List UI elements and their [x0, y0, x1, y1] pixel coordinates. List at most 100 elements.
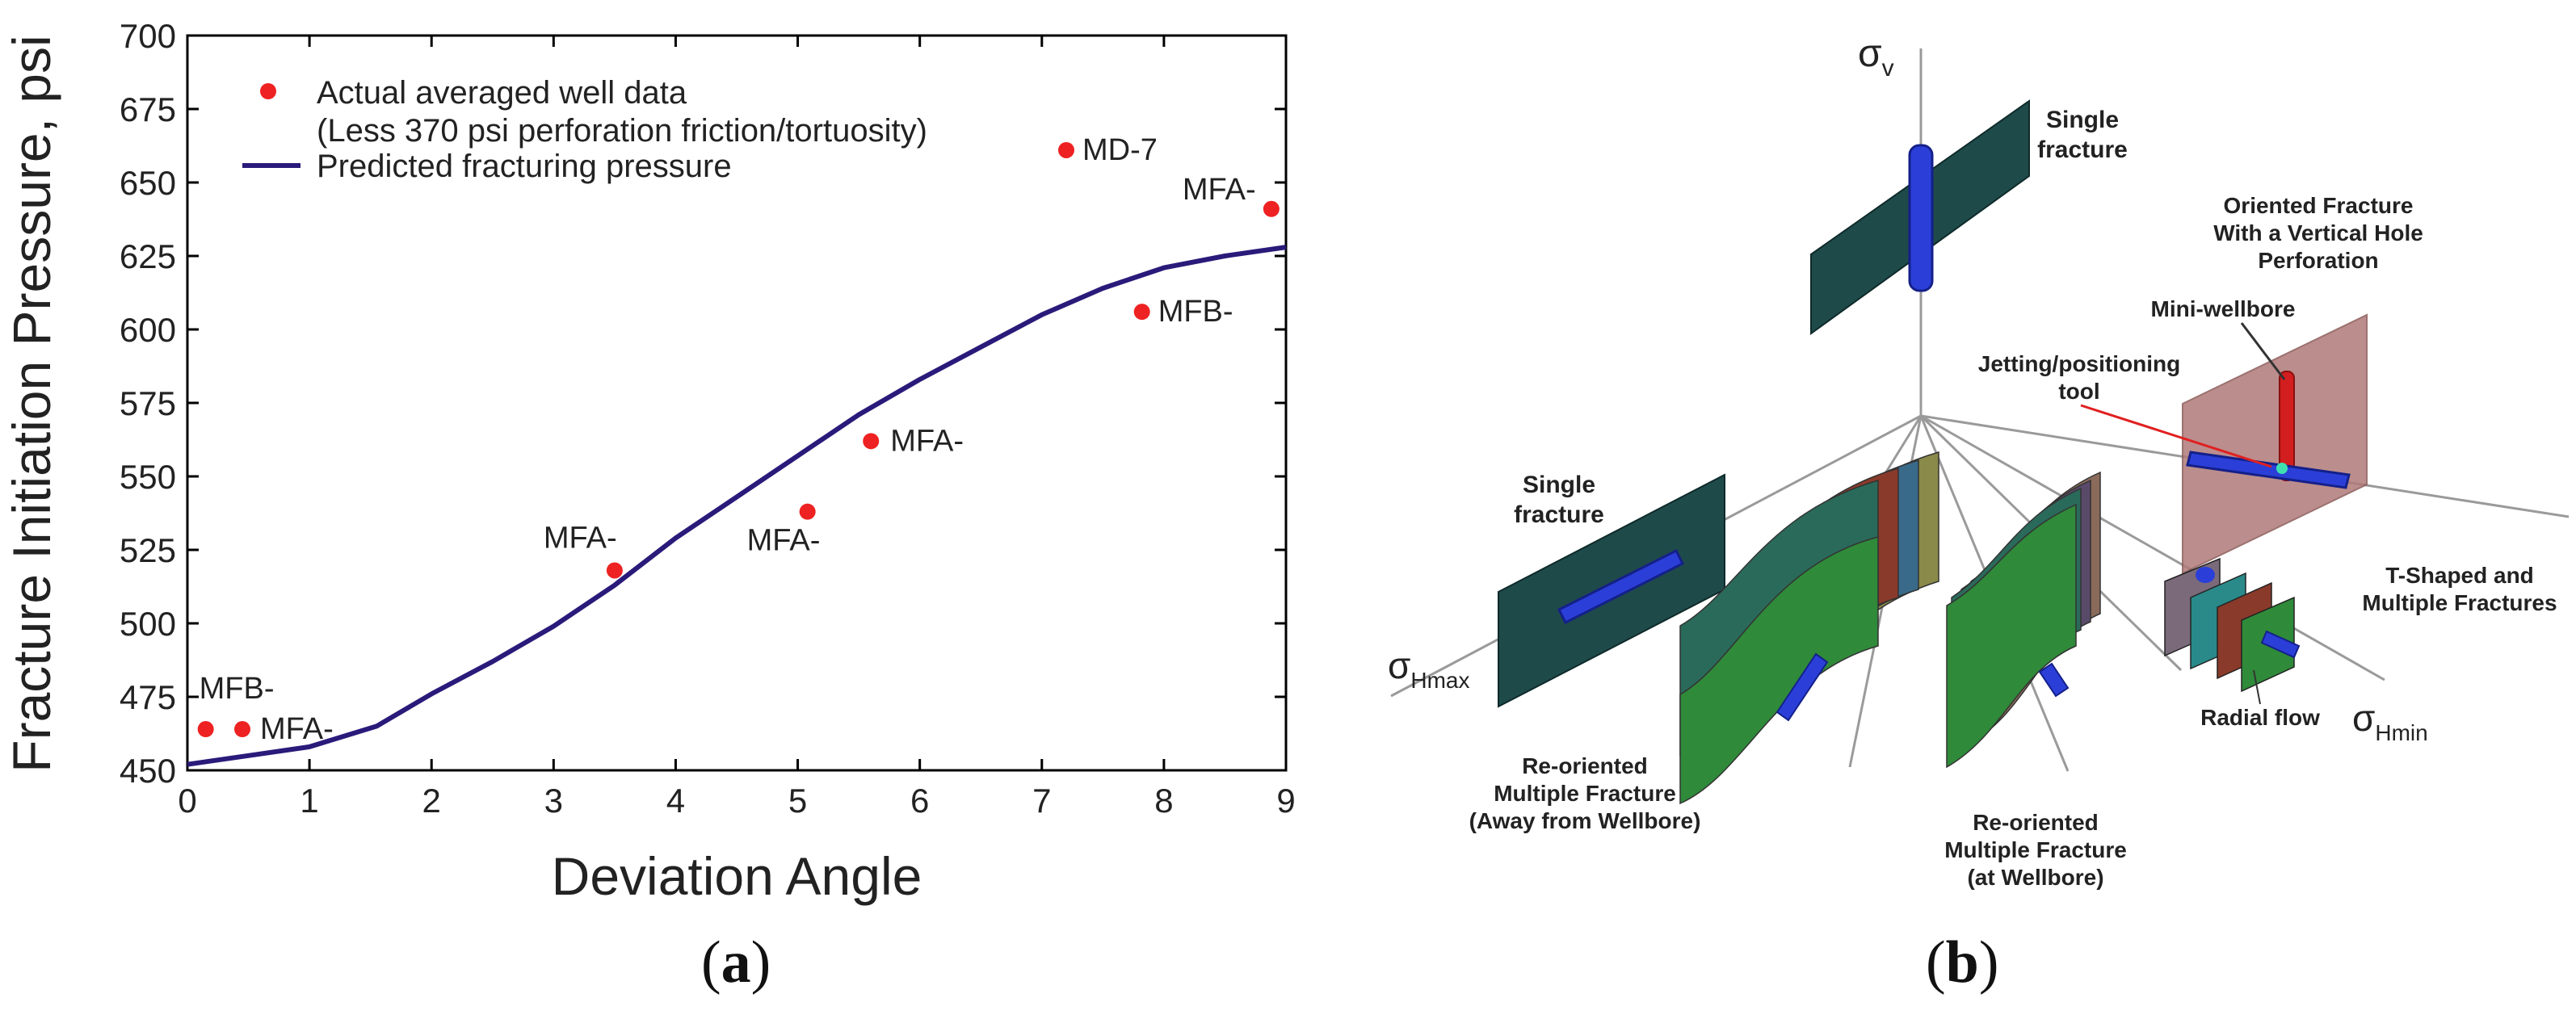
sigma-symbol: σ	[1858, 32, 1882, 75]
sigma-v-label: σv	[1858, 32, 1894, 82]
top-single-fracture-label: Single fracture	[2037, 107, 2128, 163]
data-point-label: MFA-	[890, 424, 964, 458]
radial-flow-leader	[2253, 669, 2261, 705]
predicted-curve-layer	[187, 245, 1287, 767]
legend: Actual averaged well data (Less 370 psi …	[242, 75, 927, 184]
x-tick-label: 1	[300, 782, 318, 820]
panel-a-caption: (a)	[701, 929, 771, 996]
reoriented-at-label: Re-oriented Multiple Fracture (at Wellbo…	[1944, 810, 2127, 890]
data-point	[606, 562, 623, 579]
diagram-panel-b: Single fracture σv Oriented Fracture Wit…	[1388, 32, 2570, 890]
radial-flow-label: Radial flow	[2200, 705, 2320, 730]
y-tick-label: 550	[120, 458, 176, 496]
label-line: Multiple Fracture	[1944, 837, 2127, 862]
jetting-tool-label: Jetting/positioning tool	[1978, 351, 2180, 404]
y-tick-label: 650	[120, 164, 176, 202]
legend-entry-actual-note: (Less 370 psi perforation friction/tortu…	[317, 113, 927, 149]
sigma-hmax-label: σHmax	[1388, 644, 1470, 693]
y-tick-label: 500	[120, 605, 176, 643]
jetting-tool-leader	[2080, 404, 2272, 468]
at-wellbore	[2038, 662, 2070, 698]
sigma-symbol: σ	[1388, 644, 1410, 686]
hmax-wellbore	[1557, 548, 1685, 625]
x-tick-label: 8	[1154, 782, 1173, 820]
x-tick-label: 0	[178, 782, 196, 820]
hmin-axis	[1920, 414, 2385, 681]
data-point-label: MFA-	[1183, 173, 1256, 207]
sigma-subscript: Hmin	[2375, 720, 2427, 745]
x-axis-label: Deviation Angle	[552, 846, 922, 906]
panel-b-caption: (b)	[1926, 929, 1999, 996]
data-point-label: MD-7	[1082, 133, 1158, 167]
t-shaped-fractures	[2164, 557, 2295, 693]
axis-ticks: 0 1 2 3 4 5 6 7 8 9 450 475 500 525 550 575 600 625 650 675…	[120, 17, 1296, 820]
data-point	[197, 721, 214, 738]
label-line: (at Wellbore)	[1967, 865, 2103, 890]
reoriented-away-label: Re-oriented Multiple Fracture (Away from…	[1469, 753, 1701, 833]
away-wellbore	[1775, 652, 1829, 722]
y-tick-label: 600	[120, 311, 176, 349]
label-line: tool	[2058, 379, 2099, 404]
x-tick-label: 4	[666, 782, 685, 820]
label-line: Re-oriented	[1522, 753, 1648, 778]
mini-wellbore-label: Mini-wellbore	[2151, 296, 2296, 321]
fracture-sheet	[1946, 503, 2077, 769]
data-point	[863, 433, 880, 450]
oriented-fracture-plane	[2182, 313, 2368, 575]
legend-entry-predicted: Predicted fracturing pressure	[317, 149, 732, 184]
data-point-label: MFB-	[200, 672, 275, 706]
data-point	[234, 721, 250, 738]
label-line: Oriented Fracture	[2224, 193, 2414, 218]
data-point	[1058, 141, 1074, 158]
label-line: T-Shaped and	[2385, 563, 2534, 588]
data-point	[1263, 200, 1280, 217]
sigma-symbol: σ	[2352, 697, 2375, 739]
data-point	[799, 503, 816, 520]
reoriented-at-fractures	[1946, 471, 2101, 769]
sigma-subscript: v	[1882, 55, 1894, 82]
x-tick-label: 5	[788, 782, 807, 820]
data-point-label: MFA-	[544, 521, 617, 555]
label-line: (Away from Wellbore)	[1469, 808, 1701, 833]
x-tick-label: 3	[544, 782, 563, 820]
data-point-label: MFB-	[1158, 295, 1233, 329]
label-line: fracture	[2037, 136, 2128, 163]
label-line: With a Vertical Hole	[2213, 220, 2423, 245]
label-line: fracture	[1514, 501, 1604, 528]
jetting-tool-marker	[2276, 463, 2288, 474]
vertical-wellbore	[1908, 144, 1934, 292]
data-point-label: MFA-	[747, 524, 821, 558]
panel-b-letter: b	[1945, 929, 1979, 996]
data-points-layer: MFB- MFA- MFA- MFA- MFA- MD-7 MFB- MFA-	[197, 133, 1280, 746]
chart-panel-a: 0 1 2 3 4 5 6 7 8 9 450 475 500 525 550 575 600 625 650 675…	[2, 17, 1296, 906]
predicted-fracturing-pressure-line	[187, 245, 1287, 767]
x-tick-label: 6	[910, 782, 929, 820]
t-shaped-label: T-Shaped and Multiple Fractures	[2362, 563, 2557, 615]
oriented-fracture-label: Oriented Fracture With a Vertical Hole P…	[2213, 193, 2423, 273]
label-line: Re-oriented	[1973, 810, 2099, 835]
fracture-sheet	[1679, 536, 1879, 805]
legend-entry-actual: Actual averaged well data	[317, 75, 687, 111]
y-tick-label: 525	[120, 531, 176, 569]
legend-dot-marker	[260, 83, 276, 99]
y-tick-label: 700	[120, 17, 176, 55]
label-line: Single	[2046, 107, 2119, 133]
data-point-label: MFA-	[260, 712, 334, 746]
y-tick-label: 475	[120, 678, 176, 716]
mini-wellbore-leader	[2240, 322, 2286, 380]
hmin-wellbore	[2260, 630, 2301, 659]
label-line: Multiple Fracture	[1494, 781, 1676, 806]
x-tick-label: 9	[1276, 782, 1295, 820]
label-line: Perforation	[2258, 248, 2378, 273]
y-axis-label: Fracture Initiation Pressure, psi	[2, 35, 61, 772]
label-line: Single	[1523, 472, 1595, 498]
y-tick-label: 575	[120, 384, 176, 422]
panel-a-letter: a	[721, 929, 751, 996]
label-line: Jetting/positioning	[1978, 351, 2180, 376]
left-single-fracture-label: Single fracture	[1514, 472, 1604, 528]
data-point	[1133, 304, 1150, 321]
y-tick-label: 675	[120, 90, 176, 128]
label-line: Multiple Fractures	[2362, 590, 2557, 615]
x-tick-label: 7	[1032, 782, 1051, 820]
